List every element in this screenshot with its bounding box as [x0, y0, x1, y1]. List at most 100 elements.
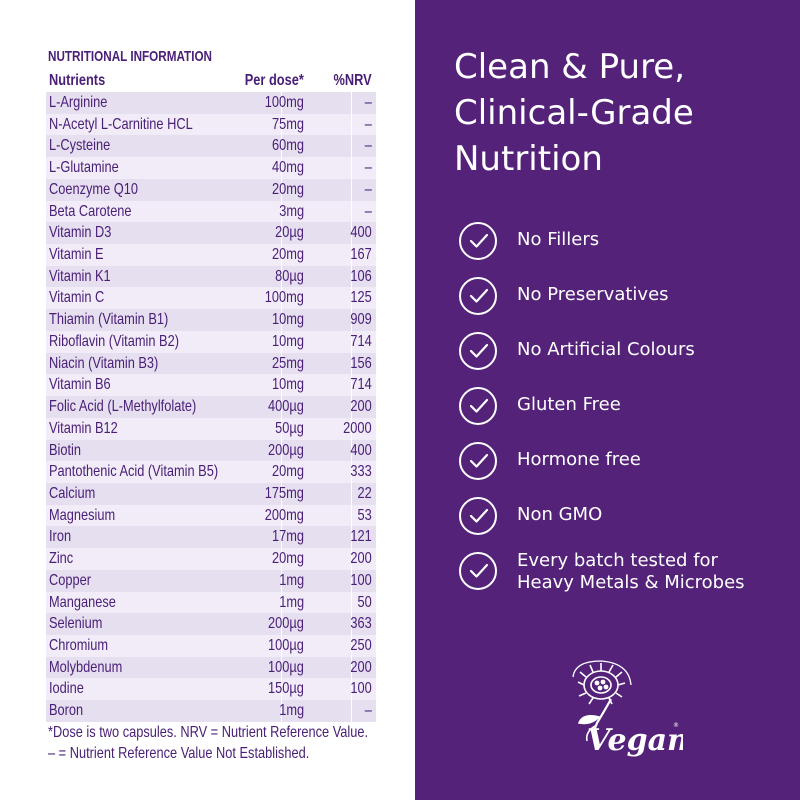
- nutrition-row: Vitamin C 100mg 125: [46, 287, 376, 310]
- nutrition-row: L-Arginine 100mg –: [46, 92, 376, 114]
- vegan-logo-text: Vegan: [587, 723, 683, 758]
- feature-label: No Preservatives: [517, 284, 669, 306]
- headline: Clean & Pure, Clinical-Grade Nutrition: [454, 44, 794, 182]
- feature-label: Non GMO: [517, 504, 602, 526]
- nutrient-nrv: 106: [350, 267, 372, 285]
- nutrient-nrv: 125: [350, 289, 372, 307]
- nutrient-dose: 10mg: [271, 311, 304, 329]
- feature-label: Every batch tested for Heavy Metals & Mic…: [517, 550, 745, 594]
- vegan-sunflower-icon: Vegan ®: [572, 660, 689, 758]
- feature-label: No Fillers: [517, 229, 599, 251]
- nutrient-name: Thiamin (Vitamin B1): [49, 311, 169, 329]
- nutrient-name: Vitamin K1: [49, 267, 111, 285]
- nutrient-dose: 75mg: [271, 115, 304, 133]
- nutrient-name: L-Cysteine: [49, 137, 111, 155]
- feature-label-line: No Fillers: [517, 229, 600, 250]
- feature-label-line: Non GMO: [517, 504, 603, 525]
- feature-item: No Artificial Colours: [459, 332, 799, 372]
- nutrient-name: Biotin: [49, 441, 82, 459]
- nutrition-row: L-Glutamine 40mg –: [46, 157, 376, 179]
- nutrient-name: N-Acetyl L-Carnitine HCL: [49, 115, 193, 133]
- nutrition-row: Iron 17mg 121: [46, 526, 376, 549]
- nutrient-name: Pantothenic Acid (Vitamin B5): [49, 463, 219, 481]
- nutrient-dose: 1mg: [279, 571, 304, 589]
- nutrition-row: Copper 1mg 100: [46, 569, 376, 592]
- nutrient-dose: 200µg: [268, 441, 304, 459]
- nutrient-name: Vitamin C: [49, 289, 105, 307]
- check-circle-icon: [459, 387, 497, 425]
- nutrient-name: Iron: [49, 528, 72, 546]
- footnote-nrv: – = Nutrient Reference Value Not Establi…: [48, 745, 310, 762]
- nutrient-name: L-Arginine: [49, 94, 108, 111]
- check-circle-icon: [459, 222, 497, 260]
- nutrition-row: Molybdenum 100µg 200: [46, 656, 376, 679]
- nutrient-nrv: 400: [350, 224, 372, 242]
- nutrition-row: Vitamin D3 20µg 400: [46, 222, 376, 245]
- nutrition-row: N-Acetyl L-Carnitine HCL 75mg –: [46, 113, 376, 136]
- nutrient-nrv: –: [364, 202, 372, 220]
- nutrient-nrv: 53: [357, 506, 372, 524]
- feature-label-line: Hormone free: [517, 449, 641, 470]
- nutrient-nrv: 100: [350, 680, 372, 698]
- nutrient-dose: 3mg: [279, 202, 304, 220]
- feature-label-line: Every batch tested for: [517, 550, 718, 571]
- nutrient-name: Folic Acid (L-Methylfolate): [49, 398, 197, 416]
- benefits-panel: Clean & Pure, Clinical-Grade Nutrition N…: [415, 0, 800, 800]
- nutrient-dose: 17mg: [271, 528, 304, 546]
- feature-label: Hormone free: [517, 449, 641, 471]
- nutrient-name: Boron: [49, 702, 84, 720]
- nutrition-table-header: Nutrients Per dose* %NRV: [46, 70, 376, 92]
- feature-item: No Fillers: [459, 222, 799, 262]
- nutrient-dose: 20µg: [275, 224, 304, 242]
- nutrition-row: Niacin (Vitamin B3) 25mg 156: [46, 352, 376, 375]
- nutrient-dose: 40mg: [271, 159, 304, 177]
- nutrient-nrv: 121: [350, 528, 372, 546]
- nutrient-dose: 175mg: [264, 484, 304, 502]
- feature-item: No Preservatives: [459, 277, 799, 317]
- nutrient-dose: 100mg: [264, 289, 304, 307]
- check-circle-icon: [459, 552, 497, 590]
- nutrient-nrv: 714: [350, 332, 372, 350]
- nutrient-dose: 200mg: [264, 506, 304, 524]
- nutrient-nrv: 100: [350, 571, 372, 589]
- nutrition-row: Iodine 150µg 100: [46, 678, 376, 701]
- check-circle-icon: [459, 497, 497, 535]
- nutrition-table: Nutrients Per dose* %NRV L-Arginine 100mg…: [46, 70, 376, 722]
- nutrient-dose: 60mg: [271, 137, 304, 155]
- nutrition-row: Vitamin E 20mg 167: [46, 244, 376, 266]
- nutrition-row: Vitamin K1 80µg 106: [46, 265, 376, 288]
- nutrient-dose: 1mg: [279, 593, 304, 611]
- nutrient-dose: 100µg: [268, 636, 304, 654]
- nutrition-row: Chromium 100µg 250: [46, 634, 376, 657]
- nutrient-name: Coenzyme Q10: [49, 180, 138, 198]
- nutrient-name: Zinc: [49, 550, 74, 568]
- header-nrv: %NRV: [333, 72, 372, 89]
- header-nutrients: Nutrients: [49, 72, 106, 89]
- nutrition-row: Coenzyme Q10 20mg –: [46, 178, 376, 201]
- nutrient-name: Vitamin D3: [49, 224, 112, 242]
- nutrition-row: Magnesium 200mg 53: [46, 504, 376, 527]
- check-circle-icon: [459, 332, 497, 370]
- nutrient-nrv: 156: [350, 354, 372, 372]
- nutrient-nrv: 909: [350, 311, 372, 329]
- nutrition-row: Zinc 20mg 200: [46, 548, 376, 570]
- nutrient-name: Copper: [49, 571, 91, 589]
- feature-item: Gluten Free: [459, 387, 799, 427]
- nutrient-name: Chromium: [49, 636, 109, 654]
- nutrient-dose: 1mg: [279, 702, 304, 720]
- nutrient-dose: 20mg: [271, 180, 304, 198]
- headline-line-1: Clean & Pure,: [454, 47, 686, 87]
- feature-label: Gluten Free: [517, 394, 621, 416]
- header-per-dose: Per dose*: [244, 72, 304, 89]
- nutrient-nrv: 22: [357, 484, 372, 502]
- nutrition-row: Beta Carotene 3mg –: [46, 200, 376, 223]
- nutrient-name: Vitamin B6: [49, 376, 111, 394]
- nutrient-nrv: 363: [350, 615, 372, 633]
- nutrient-dose: 80µg: [275, 267, 304, 285]
- nutrition-row: Calcium 175mg 22: [46, 482, 376, 505]
- nutrient-nrv: –: [364, 180, 372, 198]
- nutrient-nrv: –: [364, 137, 372, 155]
- nutrition-row: Thiamin (Vitamin B1) 10mg 909: [46, 309, 376, 331]
- feature-label-line: No Artificial Colours: [517, 339, 695, 360]
- vegan-logo: Vegan ®: [553, 655, 689, 765]
